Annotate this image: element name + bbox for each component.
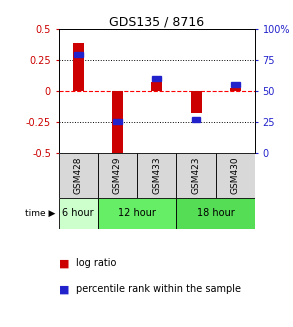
Bar [112,91,123,155]
Text: GSM433: GSM433 [152,157,161,194]
Bar [230,88,241,91]
Bar [176,198,255,229]
Bar [74,52,83,57]
Bar [152,76,161,81]
Bar [151,82,162,91]
Text: percentile rank within the sample: percentile rank within the sample [76,284,241,294]
Bar [59,153,98,198]
Text: 12 hour: 12 hour [118,209,156,218]
Text: log ratio: log ratio [76,258,117,268]
Bar [190,91,202,113]
Bar [98,153,137,198]
Bar [176,153,216,198]
Text: 18 hour: 18 hour [197,209,234,218]
Text: GSM423: GSM423 [192,157,200,194]
Text: GSM429: GSM429 [113,157,122,194]
Bar [73,43,84,91]
Text: GSM430: GSM430 [231,157,240,194]
Title: GDS135 / 8716: GDS135 / 8716 [109,15,204,28]
Text: 6 hour: 6 hour [62,209,94,218]
Bar [216,153,255,198]
Bar [231,82,240,87]
Text: ■: ■ [59,284,69,294]
Bar [113,119,122,125]
Bar [98,198,176,229]
Bar [192,117,200,122]
Text: time ▶: time ▶ [25,209,56,218]
Bar [59,198,98,229]
Bar [137,153,176,198]
Text: GSM428: GSM428 [74,157,83,194]
Text: ■: ■ [59,258,69,268]
